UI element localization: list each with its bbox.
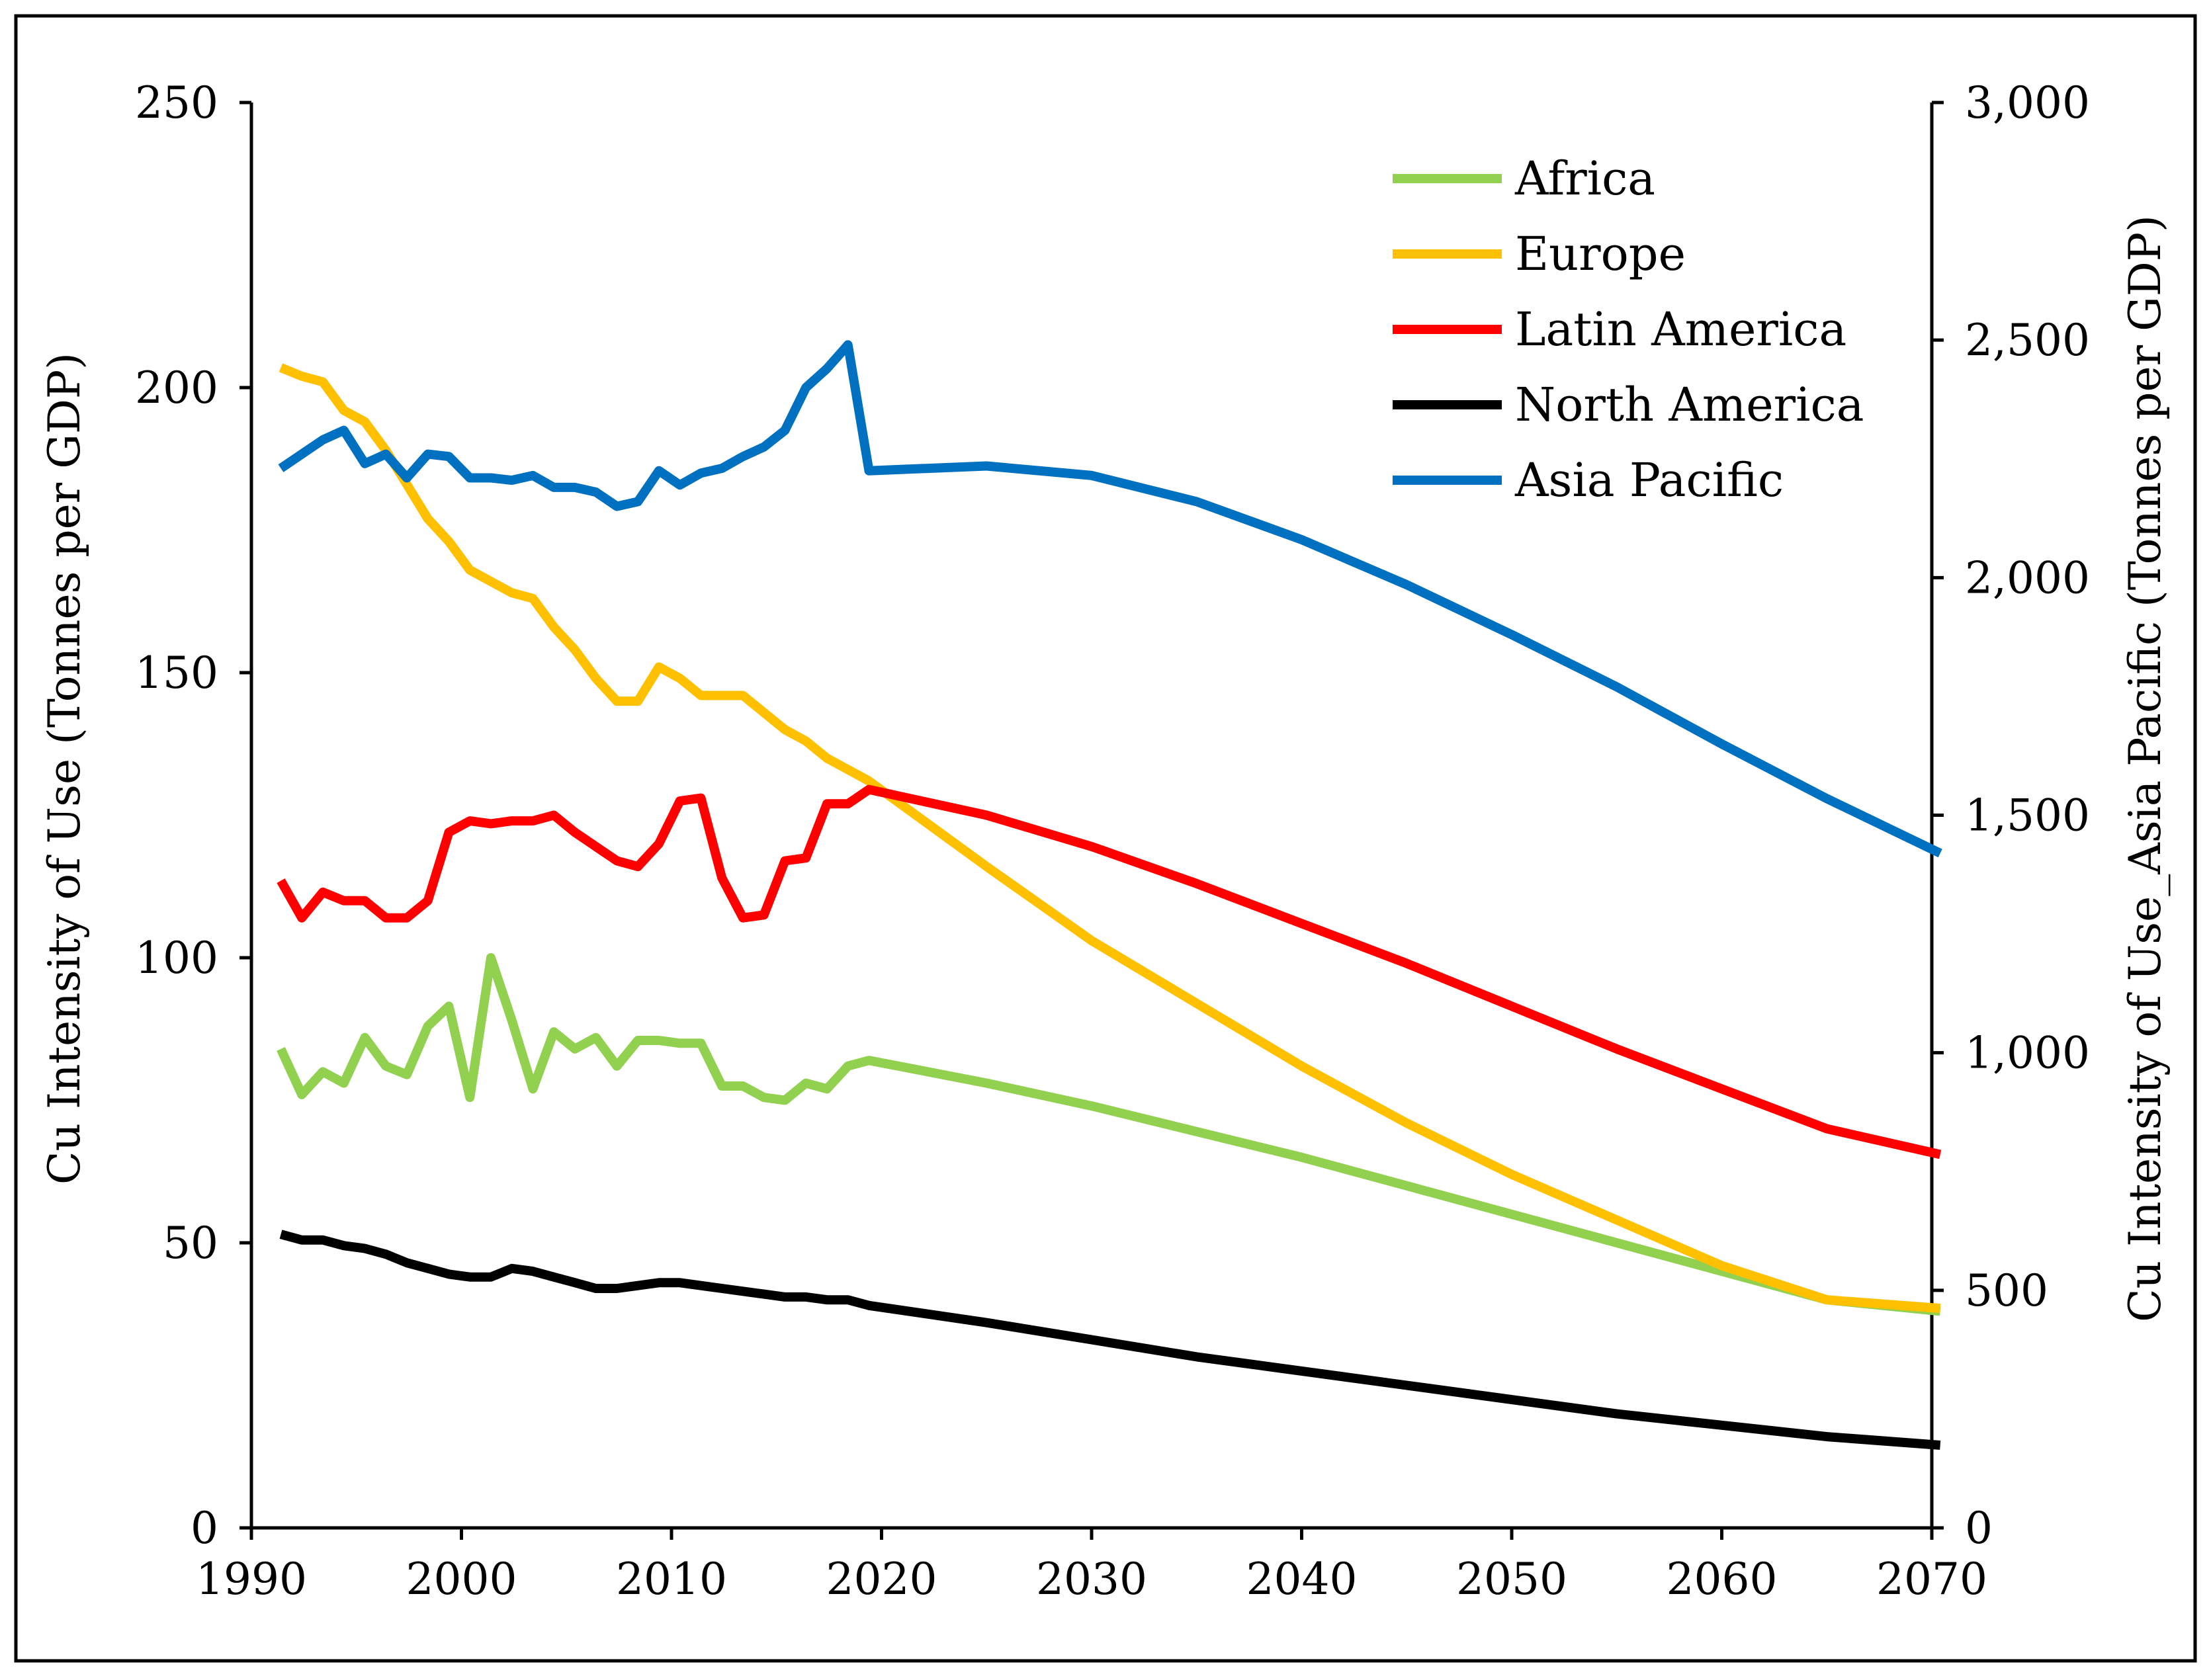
x-tick-label: 1990 xyxy=(196,1554,307,1605)
x-tick-label: 2010 xyxy=(616,1554,727,1605)
x-axis-ticks: 1990 2000 2010 2020 2030 2040 2050 2060 2070 xyxy=(196,1528,1987,1605)
y2-tick-label: 3,000 xyxy=(1965,77,2090,128)
series-line-latin-america xyxy=(277,784,1942,1159)
series-line-africa xyxy=(277,953,1941,1316)
y2-tick-label: 1,500 xyxy=(1965,790,2090,841)
x-tick-label: 2020 xyxy=(826,1554,937,1605)
series-layer xyxy=(277,340,1942,1450)
y-tick-label: 50 xyxy=(163,1218,218,1269)
y-tick-label: 150 xyxy=(135,648,218,698)
y2-tick-label: 1,000 xyxy=(1965,1028,2090,1079)
y2-tick-label: 2,500 xyxy=(1965,315,2090,366)
x-tick-label: 2000 xyxy=(406,1554,517,1605)
x-tick-label: 2050 xyxy=(1456,1554,1567,1605)
y2-tick-label: 0 xyxy=(1965,1503,1993,1554)
legend-label-asia-pacific: Asia Pacific xyxy=(1514,453,1784,507)
y-axis-title: Cu Intensity of Use (Tonnes per GDP) xyxy=(39,353,90,1185)
x-tick-label: 2030 xyxy=(1036,1554,1147,1605)
y-tick-label: 0 xyxy=(191,1503,218,1554)
y2-tick-label: 2,000 xyxy=(1965,552,2090,603)
y-tick-label: 200 xyxy=(135,362,218,413)
series-line-europe xyxy=(279,363,1941,1314)
legend-label-europe: Europe xyxy=(1515,227,1686,281)
y-tick-label: 250 xyxy=(135,77,218,128)
x-tick-label: 2070 xyxy=(1876,1554,1987,1605)
chart-frame xyxy=(14,14,2197,1663)
y-tick-label: 100 xyxy=(135,933,218,984)
legend-label-africa: Africa xyxy=(1514,151,1655,206)
y2-axis-title: Cu Intensity of Use_Asia Pacific (Tonnes… xyxy=(2120,215,2171,1322)
x-tick-label: 2040 xyxy=(1246,1554,1358,1605)
legend-label-latin-america: Latin America xyxy=(1515,302,1846,357)
x-tick-label: 2060 xyxy=(1667,1554,1778,1605)
series-line-asia-pacific xyxy=(278,340,1942,858)
y2-tick-label: 500 xyxy=(1965,1265,2048,1316)
legend: Africa Europe Latin America North America As… xyxy=(1393,151,1864,507)
y2-axis-ticks: 0 500 1,000 1,500 2,000 2,500 3,000 xyxy=(1932,77,2090,1554)
legend-label-north-america: North America xyxy=(1515,378,1864,432)
y-axis-ticks: 0 50 100 150 200 250 xyxy=(135,77,251,1554)
series-line-north-america xyxy=(279,1230,1941,1450)
